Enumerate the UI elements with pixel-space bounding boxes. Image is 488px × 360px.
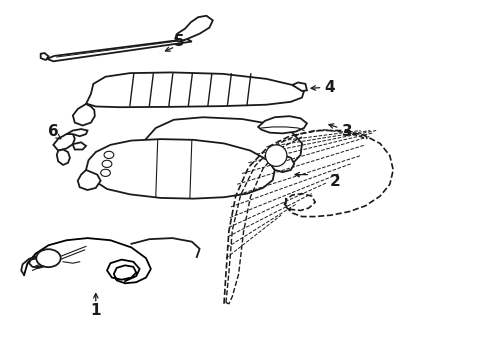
Text: 4: 4 <box>324 80 334 95</box>
Polygon shape <box>66 129 87 136</box>
Polygon shape <box>86 72 304 107</box>
Ellipse shape <box>265 145 286 166</box>
Circle shape <box>102 160 112 167</box>
Polygon shape <box>57 149 70 165</box>
Polygon shape <box>73 142 86 149</box>
Polygon shape <box>41 53 48 60</box>
Text: 5: 5 <box>173 35 183 49</box>
Text: 3: 3 <box>341 124 351 139</box>
Circle shape <box>101 169 110 176</box>
Polygon shape <box>53 134 75 150</box>
Circle shape <box>36 249 61 267</box>
Polygon shape <box>78 170 101 190</box>
Polygon shape <box>267 155 294 172</box>
Circle shape <box>104 151 114 158</box>
Polygon shape <box>258 116 306 134</box>
Polygon shape <box>73 104 95 126</box>
Text: 1: 1 <box>90 303 101 318</box>
Polygon shape <box>175 16 212 41</box>
Polygon shape <box>142 117 302 175</box>
Polygon shape <box>47 39 191 61</box>
Text: 2: 2 <box>328 174 339 189</box>
Polygon shape <box>86 139 274 199</box>
Text: 6: 6 <box>48 124 59 139</box>
Polygon shape <box>292 82 306 91</box>
